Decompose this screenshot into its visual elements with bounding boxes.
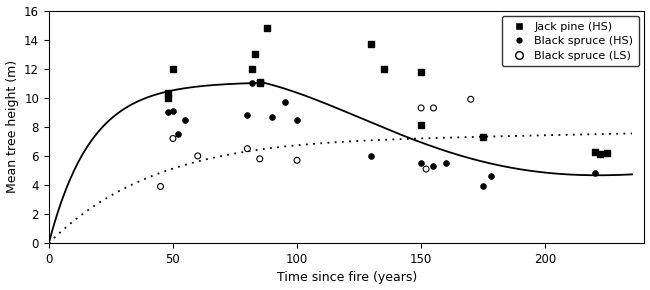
Black spruce (LS) — [242, 146, 253, 151]
Black spruce (LS) — [292, 158, 302, 163]
Jack pine (HS) — [247, 66, 257, 71]
Black spruce (HS) — [162, 110, 173, 115]
Jack pine (HS) — [168, 66, 178, 71]
Jack pine (HS) — [255, 79, 265, 84]
Black spruce (LS) — [421, 167, 431, 171]
Black spruce (HS) — [428, 164, 439, 168]
Black spruce (LS) — [168, 136, 178, 141]
Jack pine (HS) — [416, 69, 426, 74]
Black spruce (LS) — [255, 157, 265, 161]
Jack pine (HS) — [255, 81, 265, 86]
Jack pine (HS) — [250, 52, 260, 57]
Jack pine (HS) — [162, 95, 173, 100]
Black spruce (HS) — [242, 113, 253, 117]
X-axis label: Time since fire (years): Time since fire (years) — [276, 271, 417, 284]
Black spruce (LS) — [192, 154, 203, 158]
Jack pine (HS) — [595, 152, 605, 157]
Black spruce (HS) — [416, 161, 426, 166]
Black spruce (HS) — [168, 108, 178, 113]
Black spruce (HS) — [441, 161, 451, 166]
Black spruce (HS) — [478, 184, 488, 189]
Jack pine (HS) — [379, 66, 389, 71]
Black spruce (HS) — [590, 171, 600, 176]
Legend: Jack pine (HS), Black spruce (HS), Black spruce (LS): Jack pine (HS), Black spruce (HS), Black… — [502, 16, 639, 66]
Black spruce (LS) — [155, 184, 166, 189]
Jack pine (HS) — [590, 149, 600, 154]
Y-axis label: Mean tree height (m): Mean tree height (m) — [6, 60, 19, 193]
Black spruce (LS) — [428, 106, 439, 110]
Black spruce (HS) — [292, 117, 302, 122]
Jack pine (HS) — [366, 42, 376, 46]
Black spruce (HS) — [180, 117, 190, 122]
Black spruce (HS) — [280, 100, 290, 104]
Jack pine (HS) — [262, 26, 272, 30]
Jack pine (HS) — [478, 135, 488, 139]
Black spruce (LS) — [416, 106, 426, 110]
Black spruce (LS) — [465, 97, 476, 101]
Black spruce (HS) — [247, 81, 257, 86]
Jack pine (HS) — [602, 151, 612, 155]
Black spruce (HS) — [255, 79, 265, 84]
Black spruce (HS) — [173, 132, 183, 137]
Black spruce (HS) — [486, 174, 496, 179]
Black spruce (HS) — [267, 114, 278, 119]
Jack pine (HS) — [416, 123, 426, 128]
Jack pine (HS) — [162, 91, 173, 96]
Black spruce (HS) — [366, 154, 376, 158]
